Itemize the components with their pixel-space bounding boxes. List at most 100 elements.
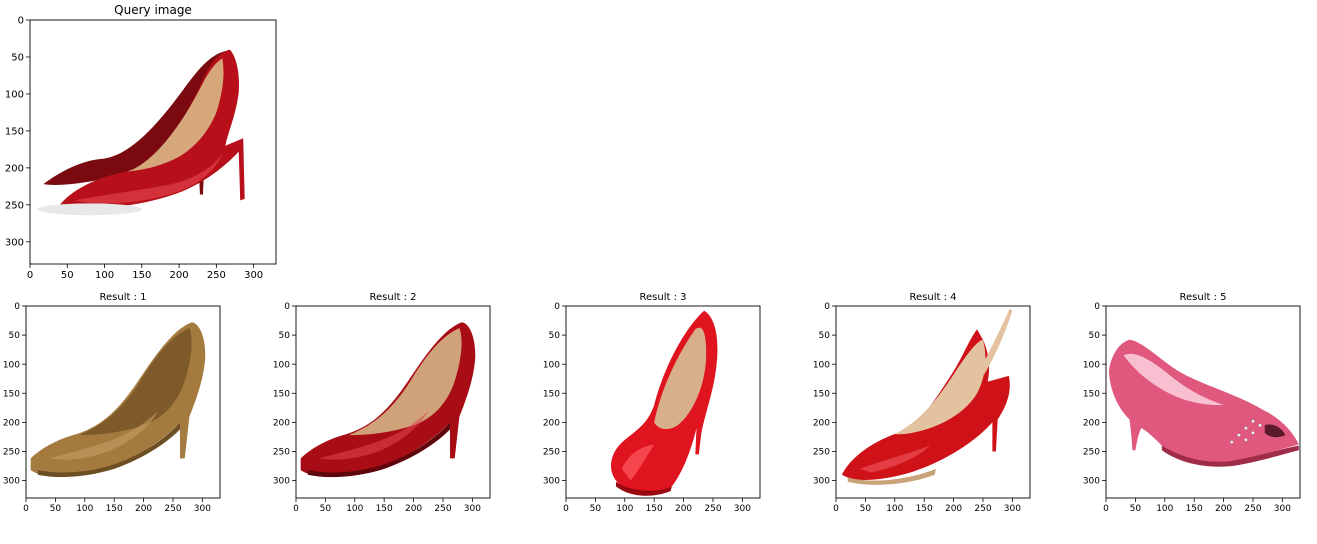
y-tick-label: 150 — [813, 389, 830, 399]
x-tick-label: 50 — [61, 270, 74, 281]
y-tick-label: 250 — [5, 200, 24, 211]
panel-result-2: Result : 2 0 50 100 150 200 250 300 0 50 100 150 200… — [273, 292, 491, 514]
x-tick-label: 100 — [1156, 504, 1173, 514]
x-tick-label: 150 — [132, 270, 151, 281]
x-tick-label: 250 — [207, 270, 226, 281]
y-tick-label: 200 — [273, 419, 290, 429]
panel-result-5: Result : 5 0 50 100 150 200 250 300 0 50 100 150 200… — [1083, 292, 1301, 514]
stud-dot — [1251, 431, 1255, 435]
y-tick-label: 200 — [3, 419, 20, 429]
x-tick-label: 0 — [23, 504, 29, 514]
panel-result-3: Result : 3 0 50 100 150 200 250 300 0 50 100 150 200… — [543, 292, 761, 514]
panel-result-4: Result : 4 0 50 100 150 200 250 300 0 50 100 150 200… — [813, 292, 1031, 514]
y-tick-label: 50 — [9, 331, 21, 341]
x-tick-label: 50 — [590, 504, 602, 514]
x-tick-label: 150 — [1186, 504, 1203, 514]
x-tick-label: 0 — [27, 270, 33, 281]
x-tick-label: 250 — [164, 504, 181, 514]
y-tick-label: 50 — [819, 331, 831, 341]
y-tick-label: 50 — [1089, 331, 1101, 341]
panel-result-1: Result : 1 0 50 100 150 200 250 300 0 50 100 150 200… — [3, 292, 221, 514]
x-tick-label: 250 — [1244, 504, 1261, 514]
x-tick-label: 100 — [95, 270, 114, 281]
x-tick-label: 0 — [1103, 504, 1109, 514]
y-tick-label: 250 — [3, 448, 20, 458]
shoe-sole — [847, 468, 936, 485]
stud-dot — [1237, 433, 1241, 437]
y-tick-label: 300 — [5, 237, 24, 248]
axes-frame — [1105, 305, 1301, 499]
x-tick-label: 150 — [646, 504, 663, 514]
y-tick-label: 0 — [824, 302, 830, 312]
axes-frame — [565, 305, 761, 499]
shoe-lining — [654, 327, 707, 430]
shoe-sole — [615, 481, 672, 496]
y-tick-label: 300 — [543, 477, 560, 487]
y-tick-label: 150 — [1083, 389, 1100, 399]
x-tick-label: 50 — [1130, 504, 1142, 514]
shoe-lining — [348, 328, 462, 436]
y-tick-label: 300 — [813, 477, 830, 487]
x-tick-label: 0 — [563, 504, 569, 514]
panel-query: Query image 0 50 100 150 200 250 300 0 50 100 150 20… — [5, 3, 277, 281]
x-tick-label: 300 — [194, 504, 211, 514]
axes-frame — [29, 19, 277, 265]
panel-title: Result : 2 — [370, 292, 417, 303]
y-tick-label: 50 — [549, 331, 561, 341]
shoe-front-silhouette — [59, 49, 245, 208]
axes-frame — [25, 305, 221, 499]
shoe-shadow — [37, 203, 142, 216]
shoe-image — [37, 49, 245, 216]
x-tick-label: 150 — [106, 504, 123, 514]
y-tick-label: 150 — [543, 389, 560, 399]
panel-title: Query image — [114, 3, 192, 17]
panel-title: Result : 5 — [1180, 292, 1227, 303]
y-tick-label: 0 — [14, 302, 20, 312]
y-tick-label: 100 — [543, 360, 560, 370]
x-tick-label: 300 — [1274, 504, 1291, 514]
shoe-lining — [1123, 353, 1224, 406]
x-tick-label: 200 — [675, 504, 692, 514]
y-tick-label: 150 — [273, 389, 290, 399]
x-tick-label: 200 — [405, 504, 422, 514]
panel-title: Result : 1 — [100, 292, 147, 303]
shoe-lining — [894, 339, 986, 435]
x-tick-label: 300 — [464, 504, 481, 514]
shoe-highlight — [319, 410, 429, 460]
shoe-image — [611, 310, 718, 496]
shoe-highlight — [621, 444, 655, 481]
x-tick-label: 150 — [916, 504, 933, 514]
shoe-image — [30, 322, 206, 478]
shoe-highlight — [859, 445, 931, 473]
x-tick-label: 50 — [320, 504, 332, 514]
y-tick-label: 300 — [273, 477, 290, 487]
shoe-image — [300, 322, 476, 478]
y-tick-label: 250 — [1083, 448, 1100, 458]
sling-strap — [980, 308, 1013, 375]
axes-frame — [835, 305, 1031, 499]
shoe-sole — [1161, 445, 1299, 467]
x-tick-label: 300 — [1004, 504, 1021, 514]
y-tick-label: 100 — [1083, 360, 1100, 370]
y-tick-label: 250 — [813, 448, 830, 458]
y-tick-label: 300 — [3, 477, 20, 487]
y-tick-label: 100 — [813, 360, 830, 370]
shoe-lining — [78, 328, 192, 436]
x-tick-label: 100 — [76, 504, 93, 514]
x-tick-label: 200 — [945, 504, 962, 514]
x-tick-label: 250 — [704, 504, 721, 514]
x-tick-label: 250 — [974, 504, 991, 514]
y-tick-label: 50 — [11, 52, 24, 63]
y-tick-label: 150 — [5, 126, 24, 137]
shoe-image — [841, 308, 1013, 485]
x-tick-label: 300 — [734, 504, 751, 514]
y-tick-label: 200 — [543, 419, 560, 429]
y-tick-label: 200 — [1083, 419, 1100, 429]
x-tick-label: 100 — [886, 504, 903, 514]
stud-dot — [1244, 426, 1248, 430]
y-tick-label: 0 — [18, 16, 24, 27]
x-tick-label: 0 — [293, 504, 299, 514]
y-tick-label: 0 — [554, 302, 560, 312]
y-tick-label: 200 — [5, 163, 24, 174]
x-tick-label: 300 — [244, 270, 263, 281]
